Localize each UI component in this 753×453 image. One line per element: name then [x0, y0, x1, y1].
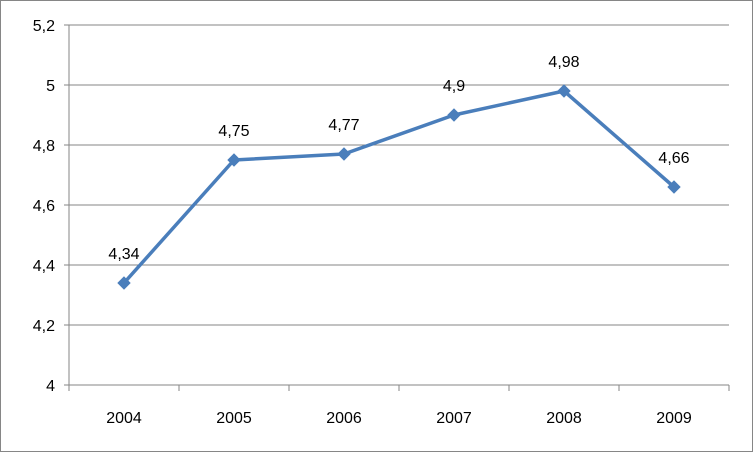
y-tick-label: 5,2 [33, 18, 55, 35]
data-point-2008 [557, 84, 571, 98]
y-tick-label: 4,4 [33, 258, 55, 275]
data-point-2009 [667, 180, 681, 194]
y-tick-label: 4 [46, 378, 55, 395]
x-tick-label: 2009 [656, 410, 692, 427]
data-point-2004 [117, 276, 131, 290]
data-label-2005: 4,75 [218, 123, 249, 140]
y-tick-label: 5 [46, 78, 55, 95]
y-tick-label: 4,8 [33, 138, 55, 155]
data-labels: 4,34 4,75 4,77 4,9 4,98 4,66 [108, 54, 689, 263]
gridlines [69, 24, 729, 326]
data-label-2004: 4,34 [108, 246, 139, 263]
x-tick-label: 2006 [326, 410, 362, 427]
data-point-2007 [447, 108, 461, 122]
x-tick-label: 2008 [546, 410, 582, 427]
x-tick-label: 2005 [216, 410, 252, 427]
series-2004-2009 [117, 84, 681, 290]
x-tick-label: 2007 [436, 410, 472, 427]
data-point-2006 [337, 147, 351, 161]
data-label-2008: 4,98 [548, 54, 579, 71]
series-line [122, 89, 676, 285]
data-label-2007: 4,9 [443, 78, 465, 95]
data-label-2009: 4,66 [658, 150, 689, 167]
y-tick-label: 4,6 [33, 198, 55, 215]
data-point-2005 [227, 153, 241, 167]
axes: 4 4,2 4,4 4,6 4,8 5 5,2 2004 2005 2006 2007 2008 200… [33, 18, 730, 427]
x-tick-label: 2004 [106, 410, 142, 427]
data-label-2006: 4,77 [328, 117, 359, 134]
y-tick-label: 4,2 [33, 318, 55, 335]
